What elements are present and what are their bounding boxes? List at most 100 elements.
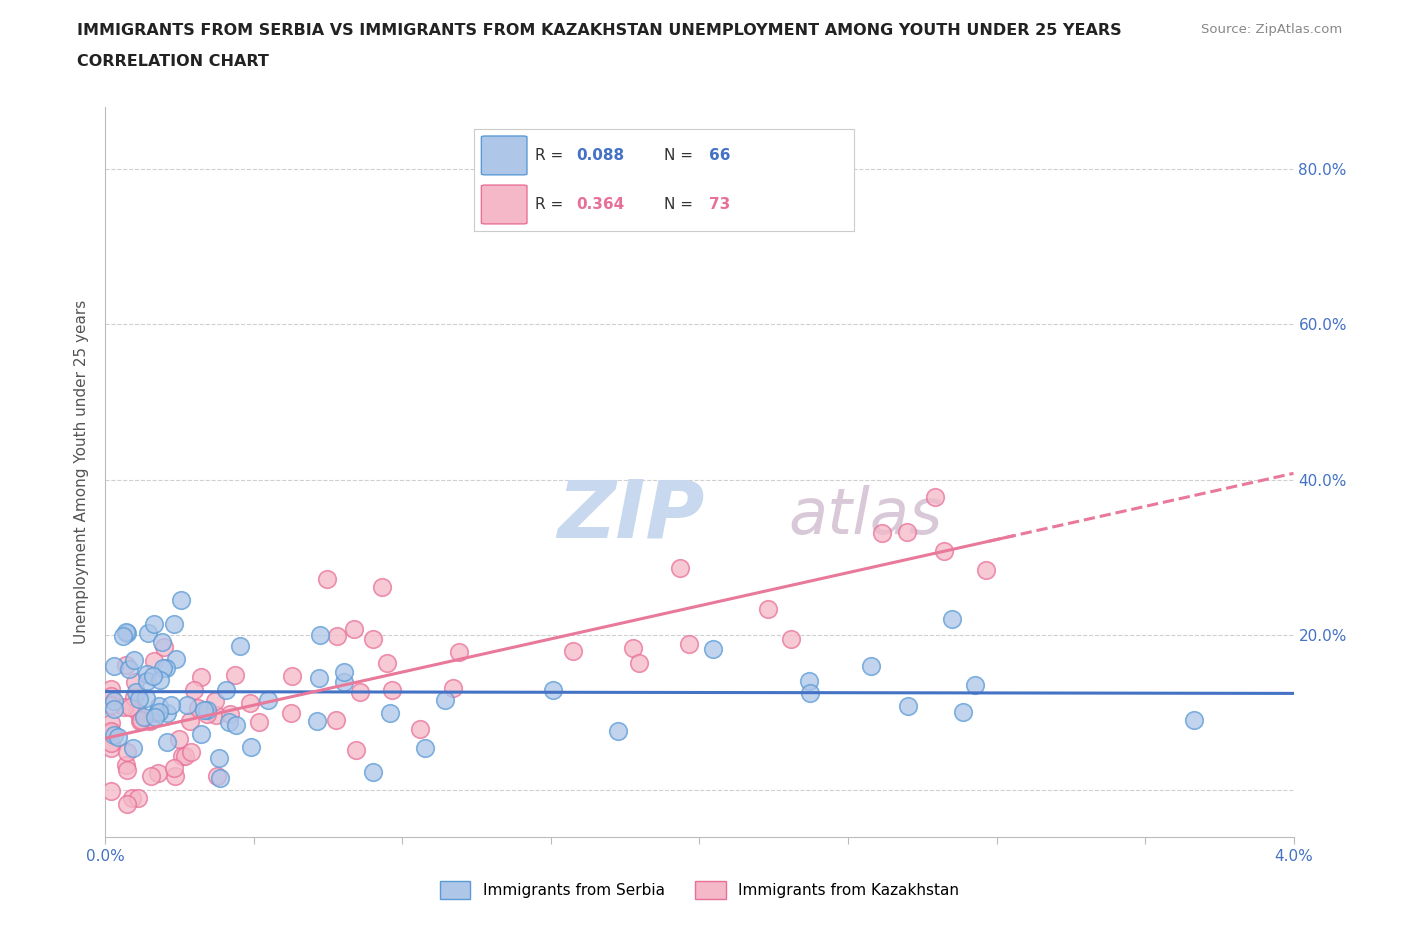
Point [146, 705, 169, 720]
Point [924, 489, 946, 504]
Point [280, 669, 302, 684]
Point [127, 703, 149, 718]
Point [139, 768, 162, 783]
Point [100, 735, 122, 750]
Point [678, 636, 700, 651]
Point [315, 572, 337, 587]
Point [100, 688, 122, 703]
Point [148, 704, 170, 719]
Point [100, 682, 122, 697]
Point [434, 693, 457, 708]
Point [165, 651, 187, 666]
Point [122, 689, 145, 704]
Point [129, 712, 152, 727]
Point [135, 673, 157, 688]
Point [361, 764, 384, 779]
Point [361, 631, 384, 646]
Point [150, 634, 173, 649]
Point [103, 658, 125, 673]
Legend: Immigrants from Serbia, Immigrants from Kazakhstan: Immigrants from Serbia, Immigrants from … [440, 881, 959, 898]
Point [118, 700, 141, 715]
Point [325, 629, 347, 644]
Point [107, 729, 129, 744]
Y-axis label: Unemployment Among Youth under 25 years: Unemployment Among Youth under 25 years [75, 299, 90, 644]
Point [170, 749, 193, 764]
Point [941, 611, 963, 626]
Point [163, 760, 186, 775]
Point [215, 683, 238, 698]
Point [204, 694, 226, 709]
Point [208, 771, 231, 786]
Point [628, 656, 651, 671]
Point [100, 715, 122, 730]
Point [702, 642, 724, 657]
Point [148, 765, 170, 780]
Point [103, 694, 125, 709]
Point [333, 674, 356, 689]
Point [932, 543, 955, 558]
Point [103, 728, 125, 743]
Text: atlas: atlas [789, 485, 943, 547]
Point [122, 653, 145, 668]
Point [187, 700, 209, 715]
Point [974, 563, 997, 578]
Point [195, 707, 218, 722]
Point [280, 706, 302, 721]
Point [115, 658, 138, 673]
Point [124, 674, 146, 689]
Point [149, 672, 172, 687]
Point [190, 726, 212, 741]
Point [561, 643, 583, 658]
Point [121, 790, 143, 805]
Point [343, 622, 366, 637]
Point [344, 743, 367, 758]
Point [669, 560, 692, 575]
Point [115, 626, 138, 641]
Point [224, 668, 246, 683]
Point [247, 714, 270, 729]
Point [115, 624, 138, 639]
Point [896, 525, 918, 539]
Point [371, 579, 394, 594]
Point [100, 698, 122, 712]
Point [160, 698, 183, 712]
Text: CORRELATION CHART: CORRELATION CHART [77, 54, 269, 69]
Point [170, 593, 193, 608]
Point [134, 710, 156, 724]
Point [173, 749, 195, 764]
Point [229, 638, 252, 653]
Text: ZIP: ZIP [557, 477, 704, 555]
Point [143, 709, 166, 724]
Point [219, 707, 242, 722]
Point [112, 700, 135, 715]
Point [143, 617, 166, 631]
Point [375, 656, 398, 671]
Point [965, 678, 987, 693]
Point [952, 704, 974, 719]
Point [143, 653, 166, 668]
Point [780, 631, 803, 646]
Point [860, 659, 883, 674]
Point [325, 712, 347, 727]
Point [308, 628, 330, 643]
Text: Source: ZipAtlas.com: Source: ZipAtlas.com [1202, 23, 1343, 36]
Point [758, 602, 780, 617]
Point [308, 671, 330, 686]
Point [165, 769, 187, 784]
Point [176, 698, 198, 712]
Point [100, 724, 122, 739]
Point [115, 796, 138, 811]
Point [380, 705, 402, 720]
Point [127, 790, 149, 805]
Point [623, 640, 645, 655]
Point [797, 673, 820, 688]
Point [122, 740, 145, 755]
Point [333, 665, 356, 680]
Point [208, 751, 231, 765]
Point [136, 626, 159, 641]
Point [305, 713, 328, 728]
Point [1184, 712, 1206, 727]
Point [112, 629, 135, 644]
Point [607, 724, 630, 738]
Point [441, 680, 464, 695]
